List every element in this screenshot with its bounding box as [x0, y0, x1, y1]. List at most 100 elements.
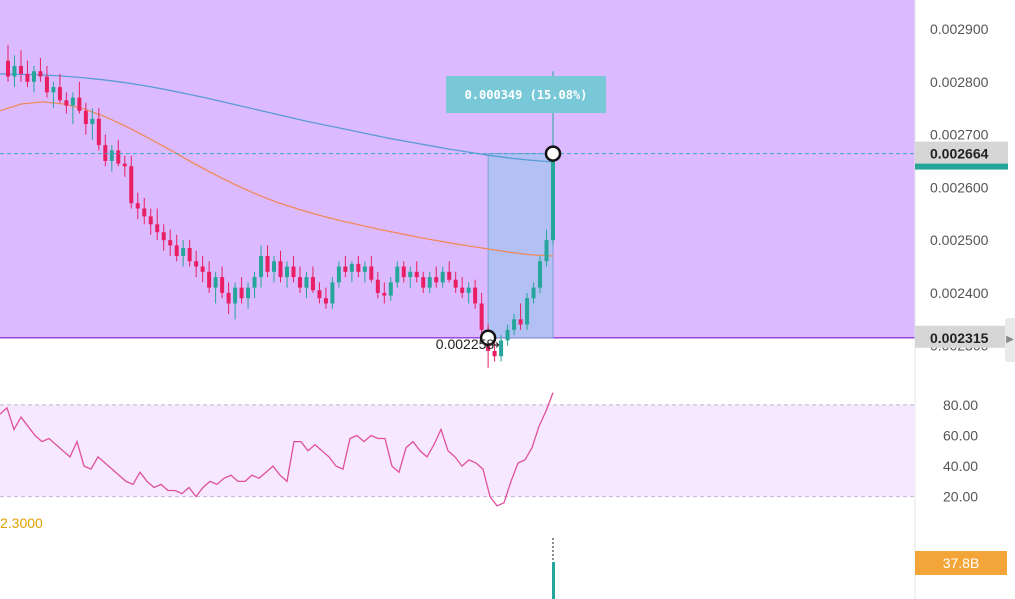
- candle-body: [272, 261, 277, 272]
- candle-body: [336, 266, 341, 283]
- measure-label-text: 0.000349 (15.08%): [465, 88, 588, 102]
- candle-body: [525, 298, 530, 325]
- candle-body: [226, 292, 231, 304]
- candle-body: [382, 292, 387, 296]
- candle-body: [453, 279, 458, 288]
- candle-body: [83, 110, 88, 125]
- candle-body: [278, 261, 283, 278]
- candle-body: [499, 340, 504, 357]
- price-tick-label: 0.002700: [930, 127, 989, 143]
- price-tick-label: 0.002400: [930, 285, 989, 301]
- candle-body: [239, 287, 244, 299]
- candle-body: [51, 87, 56, 93]
- candle-body: [505, 329, 510, 341]
- candle-body: [57, 87, 62, 101]
- range-low-tag-bg: [915, 325, 1008, 348]
- candle-body: [103, 145, 108, 161]
- candle-body: [369, 266, 374, 280]
- candle-body: [116, 150, 121, 164]
- rsi-tick-label: 80.00: [943, 397, 978, 413]
- price-tick-label: 0.002900: [930, 21, 989, 37]
- low-price-annotation: 0.002258: [436, 336, 495, 352]
- chevron-right-icon: ▶: [1006, 334, 1014, 345]
- candle-body: [421, 277, 426, 288]
- candle-body: [90, 118, 95, 125]
- price-tick-label: 0.002600: [930, 179, 989, 195]
- candle-body: [148, 216, 153, 225]
- arrow-right-icon: →: [489, 338, 500, 353]
- candle-body: [246, 287, 251, 299]
- candle-body: [427, 277, 432, 288]
- candle-body: [213, 277, 218, 288]
- candle-body: [531, 287, 536, 299]
- candle-body: [220, 277, 225, 293]
- candle-body: [538, 261, 543, 288]
- candle-body: [297, 277, 302, 288]
- candle-body: [12, 65, 17, 77]
- candle-body: [512, 319, 517, 330]
- candle-body: [317, 290, 322, 299]
- candle-body: [70, 97, 75, 106]
- ma-fast-line: [0, 73, 554, 163]
- last-price-tag-accent: [915, 163, 1008, 170]
- candle-body: [259, 255, 264, 278]
- candle-body: [291, 266, 296, 278]
- candle-body: [375, 279, 380, 293]
- candle-body: [349, 263, 354, 272]
- candle-body: [284, 266, 289, 278]
- volume-tag: 37.8B: [943, 555, 980, 571]
- candle-body: [77, 97, 82, 111]
- candle-body: [408, 271, 413, 278]
- candle-body: [168, 240, 173, 246]
- candle-body: [544, 240, 549, 262]
- candle-body: [187, 248, 192, 262]
- candle-body: [64, 100, 69, 106]
- candle-body: [414, 271, 419, 278]
- range-low-tag: 0.002315: [930, 330, 989, 346]
- candle-body: [122, 163, 127, 167]
- price-tick-label: 0.002500: [930, 232, 989, 248]
- volume-bar: [552, 562, 555, 599]
- candle-body: [174, 245, 179, 256]
- candle-body: [6, 60, 10, 77]
- candle-body: [479, 303, 484, 330]
- candle-body: [323, 298, 328, 304]
- candle-body: [18, 65, 23, 74]
- rsi-axis: 80.00 60.00 40.00 20.00: [943, 397, 978, 505]
- last-price-tag-bg: [915, 141, 1008, 164]
- candle-body: [155, 224, 160, 233]
- candle-body: [181, 248, 186, 256]
- candle-body: [207, 271, 212, 288]
- candle-body: [330, 282, 335, 304]
- rsi-tick-label: 60.00: [943, 427, 978, 443]
- axis-collapse-handle[interactable]: ▶: [1005, 318, 1015, 362]
- candle-body: [233, 287, 238, 304]
- candle-body: [129, 166, 134, 204]
- last-price-tag: 0.002664: [930, 146, 989, 162]
- candle-body: [388, 282, 393, 296]
- candle-body: [25, 73, 30, 82]
- measure-end-handle[interactable]: [544, 145, 562, 162]
- candle-body: [551, 153, 555, 241]
- candle-body: [434, 277, 439, 283]
- candle-body: [304, 277, 309, 288]
- volume-tag-bg: [915, 551, 1007, 575]
- candle-body: [135, 203, 140, 209]
- candle-body: [161, 232, 166, 241]
- price-tick-label: 0.002800: [930, 74, 989, 90]
- candle-body: [362, 266, 367, 272]
- candle-body: [356, 263, 361, 272]
- candle-body: [265, 255, 270, 272]
- candle-body: [518, 319, 523, 325]
- price-axis-bg: [915, 0, 1015, 380]
- candle-body: [447, 271, 452, 280]
- candle-body: [401, 266, 406, 278]
- candle-body: [492, 350, 497, 357]
- rsi-tick-label: 20.00: [943, 489, 978, 505]
- partial-value-label: 2.3000: [0, 515, 43, 531]
- measure-start-handle[interactable]: [479, 329, 497, 347]
- candle-body: [473, 287, 478, 304]
- candle-body: [310, 277, 315, 291]
- measure-label-background: [446, 76, 606, 113]
